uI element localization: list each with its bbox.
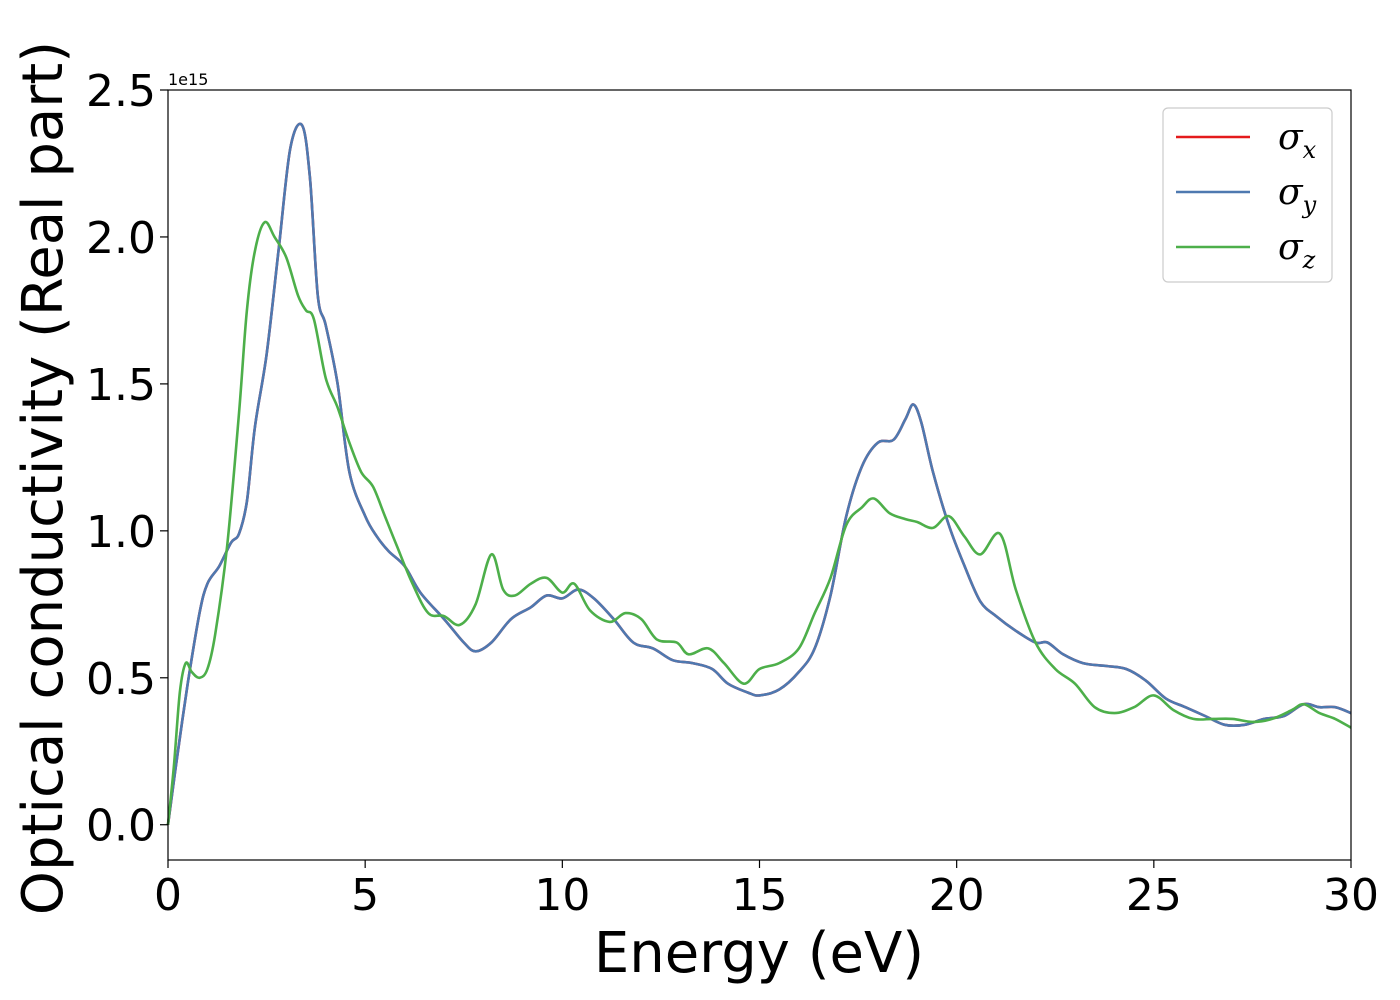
series-line-z <box>166 220 1352 825</box>
y-offset-label: 1e15 <box>168 70 208 89</box>
x-tick-label: 0 <box>154 870 182 921</box>
x-tick-label: 5 <box>351 870 379 921</box>
legend: σx σy σz <box>1162 107 1333 283</box>
x-tick-label: 10 <box>534 870 590 921</box>
y-tick-label: 2.0 <box>86 213 156 264</box>
legend-label-y: σy <box>1278 172 1317 219</box>
y-axis-label: Optical conductivity (Real part) <box>11 41 76 915</box>
plot-background <box>168 90 1351 860</box>
y-axis: 0.0 0.5 1.0 1.5 2.0 2.5 <box>86 66 168 852</box>
y-tick-label: 1.0 <box>86 507 156 558</box>
y-tick-label: 0.5 <box>86 654 156 705</box>
y-tick-label: 2.5 <box>86 66 156 117</box>
y-tick-label: 1.5 <box>86 360 156 411</box>
legend-label-x: σx <box>1278 117 1317 164</box>
x-axis: 0 5 10 15 20 25 30 <box>154 860 1379 921</box>
x-tick-label: 20 <box>929 870 985 921</box>
x-tick-label: 30 <box>1323 870 1379 921</box>
x-tick-label: 15 <box>732 870 788 921</box>
series-line-y <box>166 122 1352 825</box>
x-tick-label: 25 <box>1126 870 1182 921</box>
series-layer <box>166 122 1352 825</box>
x-axis-label: Energy (eV) <box>594 921 924 986</box>
y-tick-label: 0.0 <box>86 801 156 852</box>
legend-label-z: σz <box>1278 227 1316 274</box>
legend-box <box>1162 107 1333 283</box>
